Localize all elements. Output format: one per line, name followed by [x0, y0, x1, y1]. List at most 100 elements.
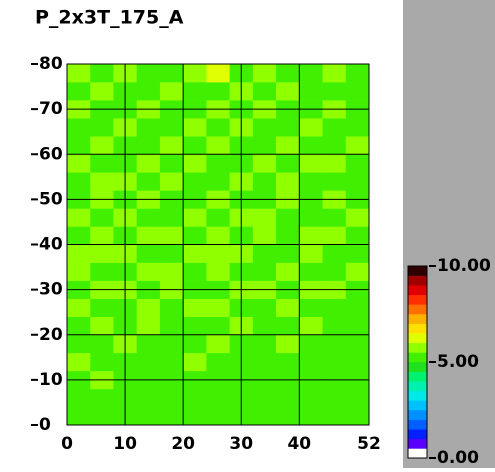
heatmap-cell: [67, 226, 91, 245]
heatmap-cell: [90, 388, 114, 408]
heatmap-cell: [90, 82, 114, 101]
heatmap-cell: [276, 208, 300, 227]
heatmap-cell: [67, 136, 91, 155]
heatmap-cell: [252, 406, 277, 426]
heatmap-cell: [90, 316, 114, 336]
heatmap-cell: [159, 172, 184, 191]
heatmap-cell: [345, 64, 370, 83]
heatmap-cell: [299, 226, 323, 245]
heatmap-cell: [345, 298, 370, 317]
heatmap-cell: [159, 64, 184, 83]
heatmap-cell: [299, 334, 323, 354]
heatmap-cell: [136, 226, 161, 245]
colorbar-band: [408, 438, 427, 449]
heatmap-cell: [183, 406, 207, 426]
heatmap-cell: [345, 352, 370, 372]
heatmap-cell: [136, 82, 161, 101]
heatmap-cell: [345, 118, 370, 137]
colorbar-band: [408, 410, 427, 420]
heatmap-cell: [276, 64, 300, 83]
heatmap-cell: [90, 172, 114, 191]
heatmap-cell: [345, 406, 370, 426]
y-tick-label: 70: [39, 99, 63, 119]
heatmap-cell: [136, 118, 161, 137]
heatmap-cell: [183, 334, 207, 354]
heatmap-cell: [183, 82, 207, 101]
heatmap-cell: [345, 244, 370, 263]
heatmap-cell: [67, 334, 91, 354]
heatmap-cell: [299, 388, 323, 408]
colorbar-band: [408, 381, 427, 392]
heatmap-cell: [136, 208, 161, 227]
y-tick-label: 80: [39, 54, 63, 74]
heatmap-cell: [252, 136, 277, 155]
heatmap-cell: [136, 316, 161, 336]
heatmap-cell: [206, 334, 230, 354]
heatmap-cell: [136, 352, 161, 372]
heatmap-cell: [90, 154, 114, 173]
heatmap-cell: [136, 334, 161, 354]
heatmap-cell: [183, 388, 207, 408]
heatmap-cell: [276, 82, 300, 101]
heatmap-cell: [159, 82, 184, 101]
heatmap-cell: [136, 388, 161, 408]
heatmap-cell: [183, 226, 207, 245]
heatmap-cell: [67, 64, 91, 83]
heatmap-cell: [67, 172, 91, 191]
heatmap-cell: [90, 226, 114, 245]
heatmap-cell: [136, 172, 161, 191]
colorbar-band: [408, 285, 427, 296]
heatmap-cell: [345, 82, 370, 101]
heatmap-cell: [206, 82, 230, 101]
heatmap-cell: [159, 226, 184, 245]
heatmap-cell: [322, 244, 347, 263]
heatmap-cell: [276, 244, 300, 263]
heatmap-cell: [206, 118, 230, 137]
y-tick-label: 0: [39, 415, 51, 435]
heatmap-cell: [206, 208, 230, 227]
heatmap-cell: [159, 118, 184, 137]
heatmap-cell: [345, 334, 370, 354]
heatmap-cell: [322, 406, 347, 426]
heatmap-cell: [345, 154, 370, 173]
heatmap-cell: [159, 388, 184, 408]
heatmap-cell: [276, 406, 300, 426]
heatmap-cell: [67, 298, 91, 317]
heatmap-cell: [67, 154, 91, 173]
heatmap-cell: [276, 388, 300, 408]
heatmap-cell: [206, 262, 230, 281]
heatmap-cell: [276, 136, 300, 155]
heatmap-cell: [276, 118, 300, 137]
colorbar-band: [408, 352, 427, 363]
colorbar-band: [408, 400, 427, 411]
y-tick-label: 50: [39, 189, 63, 209]
heatmap-cell: [206, 388, 230, 408]
heatmap-cell: [183, 244, 207, 263]
heatmap-cell: [299, 406, 323, 426]
heatmap-cell: [299, 154, 323, 173]
heatmap-cell: [322, 208, 347, 227]
heatmap-cell: [183, 298, 207, 317]
y-tick-label: 30: [39, 280, 63, 300]
colorbar-band: [408, 323, 427, 334]
heatmap-cell: [90, 406, 114, 426]
heatmap-cell: [252, 172, 277, 191]
heatmap-cell: [206, 64, 230, 83]
heatmap-cell: [183, 172, 207, 191]
heatmap-cell: [183, 316, 207, 336]
heatmap-cell: [90, 64, 114, 83]
colorbar-frame: [407, 265, 428, 459]
heatmap-cell: [252, 118, 277, 137]
heatmap-cell: [252, 82, 277, 101]
heatmap-cell: [322, 298, 347, 317]
x-tick-label: 20: [171, 434, 195, 454]
heatmap-cell: [322, 136, 347, 155]
heatmap-cell: [136, 136, 161, 155]
heatmap-cell: [206, 316, 230, 336]
heatmap-cell: [183, 208, 207, 227]
heatmap-cell: [252, 316, 277, 336]
heatmap-cell: [322, 388, 347, 408]
colorbar-tick-label: 0.00: [437, 448, 479, 468]
heatmap-cell: [136, 298, 161, 317]
